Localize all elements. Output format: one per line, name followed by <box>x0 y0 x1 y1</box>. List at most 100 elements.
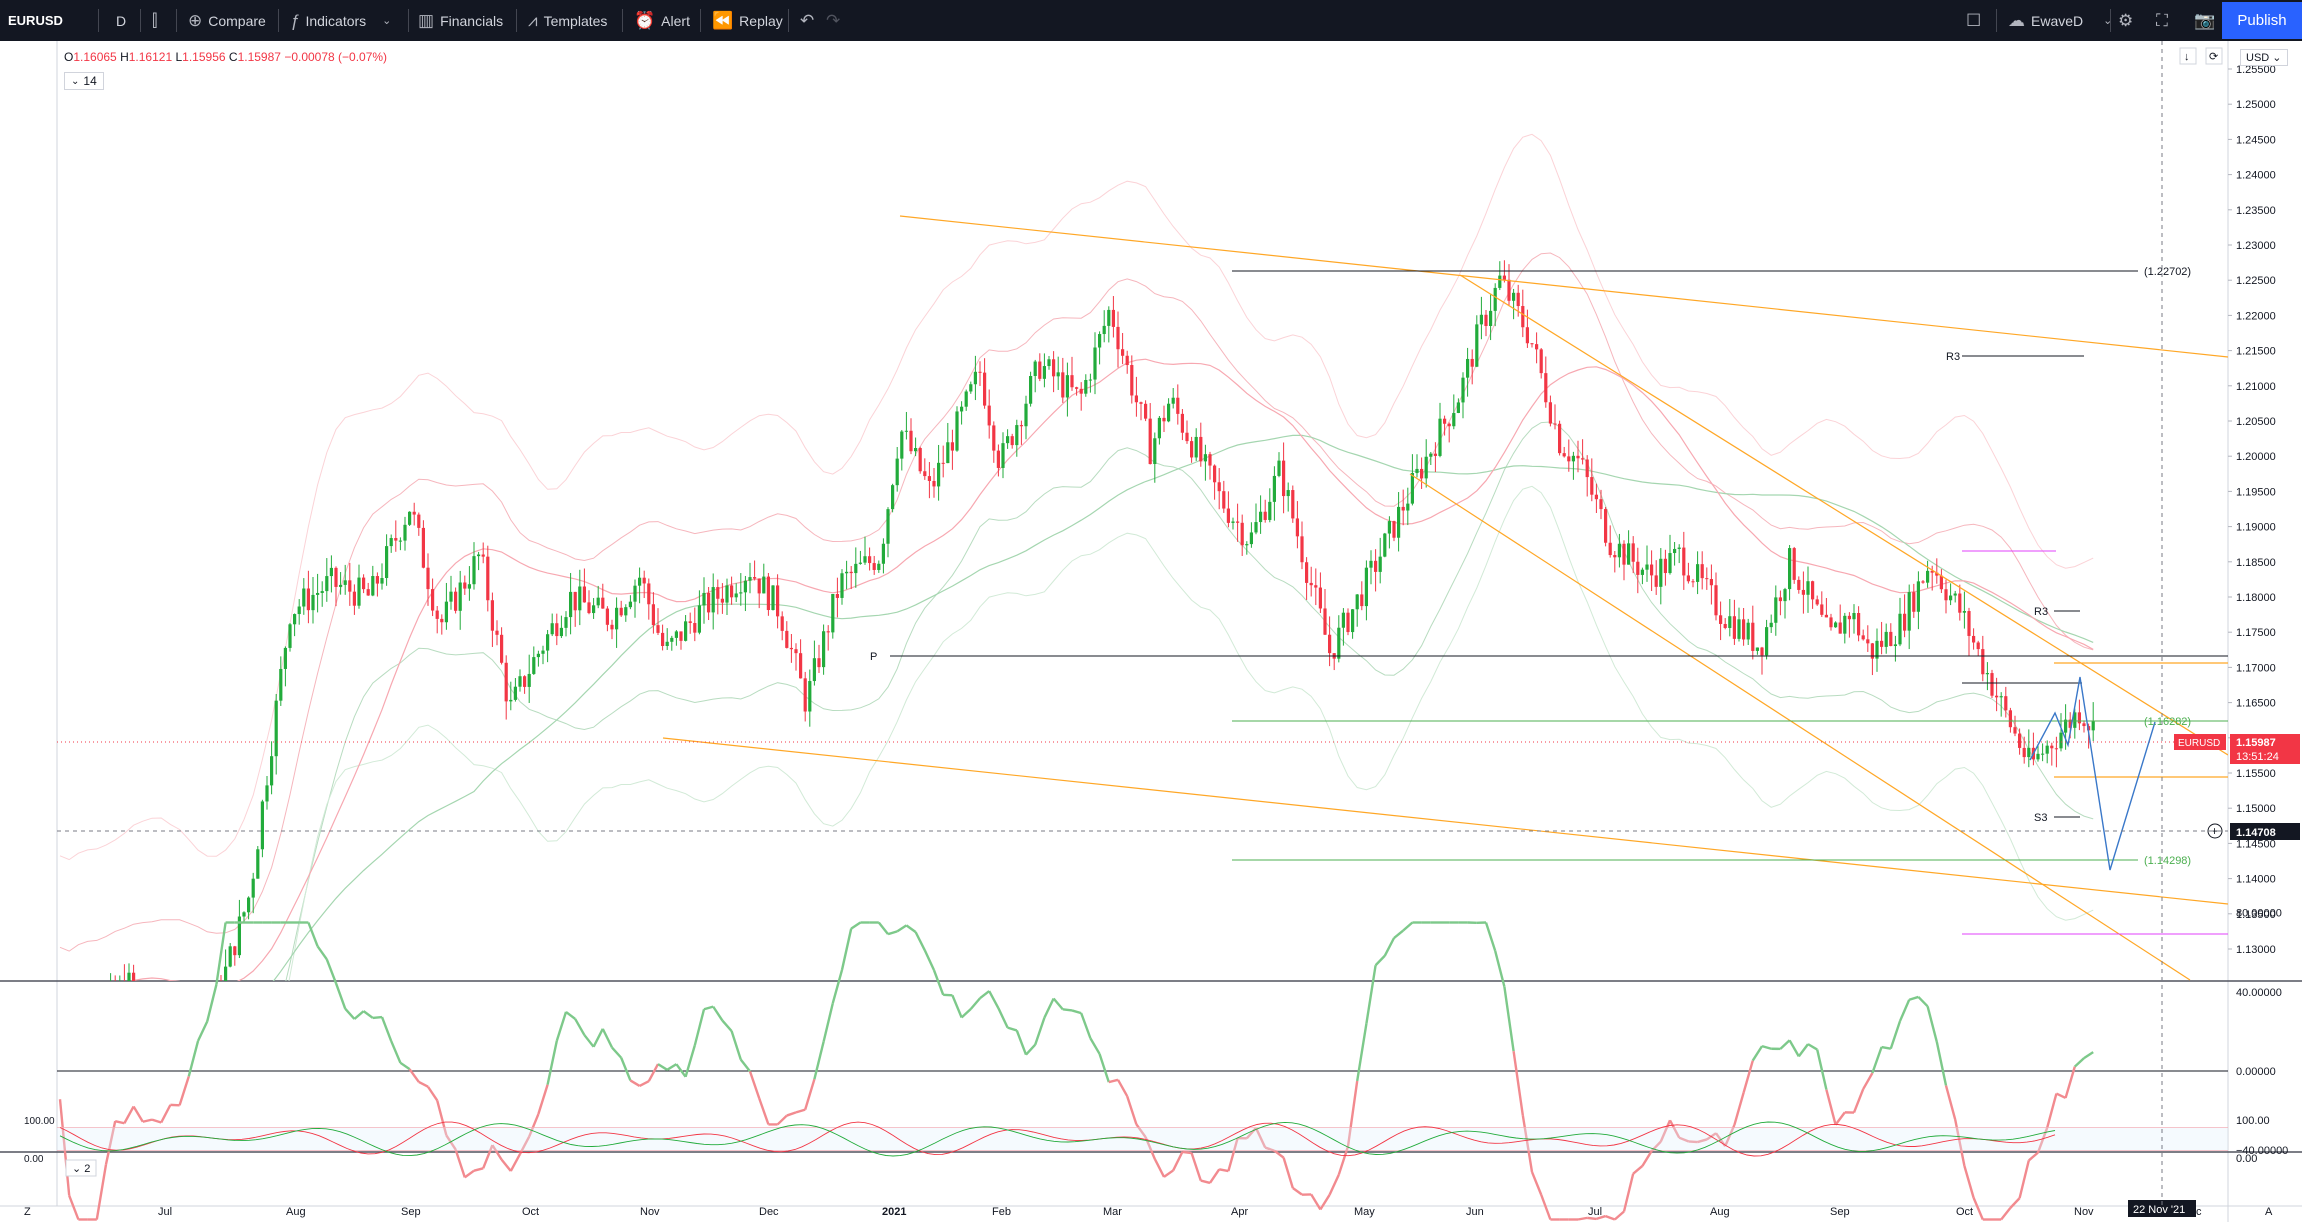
publish-button[interactable]: Publish <box>2222 2 2302 39</box>
candle-body <box>1820 604 1824 615</box>
chart-canvas[interactable]: (1.22702) (1.16282) (1.14298) R3 R3 S3 P 80.00… <box>0 41 2302 1222</box>
oscillator-segment <box>1935 1041 1948 1086</box>
oscillator-segment <box>620 1057 632 1081</box>
candle-body <box>670 637 674 642</box>
candle-body <box>1847 615 1851 620</box>
indicator-length-toggle[interactable]: ⌄ 14 <box>64 72 104 90</box>
symbol-tag-label: EURUSD <box>2178 738 2220 749</box>
candle-body <box>638 577 642 586</box>
candle-body <box>1024 403 1028 427</box>
candle-body <box>283 647 287 669</box>
candle-body <box>1489 310 1493 326</box>
price-tick-label: 1.19500 <box>2236 486 2276 498</box>
candle-body <box>904 430 908 432</box>
candle-body <box>1144 403 1148 419</box>
oscillator-segment <box>611 1046 623 1059</box>
candle-body <box>1208 454 1212 466</box>
osc-tick-label: 40.00000 <box>2236 987 2282 999</box>
oscillator-segment <box>1761 1044 1772 1050</box>
candle-body <box>371 576 375 596</box>
oscillator-segment <box>1688 1140 1698 1144</box>
financials-button[interactable]: ▥ Financials <box>418 10 504 30</box>
oscillator-segment <box>1108 1078 1119 1084</box>
candle-body <box>1705 578 1709 580</box>
oscillator-segment <box>206 984 218 1022</box>
candle-body <box>1401 506 1405 511</box>
candle-body <box>707 592 711 613</box>
candle-body <box>1811 581 1815 600</box>
candle-body <box>237 916 241 956</box>
compare-button[interactable]: ⊕ Compare <box>188 10 266 30</box>
oscillator-segment <box>555 1011 568 1042</box>
oscillator-segment <box>2083 1051 2094 1060</box>
candle-body <box>2064 719 2068 733</box>
oscillator-segment <box>739 1058 751 1073</box>
candle-body <box>854 563 858 574</box>
candle-body <box>569 591 573 618</box>
indicators-button[interactable]: ƒ Indicators ⌄ <box>290 10 392 30</box>
fullscreen-toggle[interactable]: ☐ <box>1966 0 1981 41</box>
candle-body <box>1042 366 1046 379</box>
templates-button[interactable]: ⩘ Templates <box>528 10 608 30</box>
oscillator-segment <box>1043 998 1055 1019</box>
candle-body <box>1493 287 1497 311</box>
interval-button[interactable]: D <box>116 0 126 41</box>
replay-button[interactable]: ⏪ Replay <box>712 10 783 30</box>
price-tick-label: 1.14000 <box>2236 874 2276 886</box>
oscillator-segment <box>1871 1046 1883 1074</box>
fullscreen-button[interactable]: ⛶ <box>2156 0 2168 41</box>
oscillator-segment <box>712 1005 724 1022</box>
time-tick-label: Jun <box>1466 1206 1484 1218</box>
candle-body <box>449 591 453 602</box>
candle-body <box>693 623 697 633</box>
time-tick-label: Nov <box>2074 1206 2094 1218</box>
settings-button[interactable]: ⚙ <box>2118 0 2133 41</box>
candle-body <box>564 617 568 628</box>
candle-body <box>1985 673 1989 675</box>
candle-body <box>872 563 876 570</box>
candle-body <box>610 624 614 630</box>
symbol-search[interactable]: EURUSD <box>8 0 63 41</box>
scroll-down-button <box>2179 47 2197 65</box>
oscillator-segment <box>960 1008 972 1019</box>
layout-menu[interactable]: ☁ EwaveD ⌄ <box>2008 10 2113 30</box>
candle-body <box>1732 616 1736 639</box>
redo-button[interactable]: ↷ <box>826 0 840 41</box>
oscillator-segment <box>1816 1049 1828 1090</box>
candle-body <box>628 601 632 608</box>
candle-body <box>1314 585 1318 588</box>
oscillator-segment <box>951 994 963 1018</box>
price-tick-label: 1.14500 <box>2236 838 2276 850</box>
alert-button[interactable]: ⏰ Alert <box>634 10 690 30</box>
candle-body <box>1203 454 1207 462</box>
oscillator-segment <box>657 1063 668 1071</box>
candle-body <box>1714 585 1718 616</box>
oscillator-segment <box>1190 1152 1202 1181</box>
candle-body <box>1746 622 1750 640</box>
candle-body <box>1797 579 1801 590</box>
candle-body <box>463 582 467 589</box>
candle-body <box>950 442 954 451</box>
candle-body <box>260 801 264 850</box>
currency-selector[interactable]: USD ⌄ <box>2240 49 2288 66</box>
candle-body <box>1033 361 1037 376</box>
oscillator-segment <box>68 1195 80 1220</box>
candle-body <box>1364 567 1368 607</box>
chart-type-button[interactable]: ⫿ <box>152 0 157 41</box>
oscillator-segment <box>325 958 338 984</box>
undo-button[interactable]: ↶ <box>800 0 814 41</box>
candle-body <box>1397 506 1401 538</box>
candle-body <box>1668 553 1672 574</box>
oscillator-segment <box>795 1108 806 1114</box>
candle-body <box>1673 548 1677 554</box>
oscillator-segment <box>1282 1157 1294 1189</box>
stoch-tick-label: 0.00 <box>2236 1153 2257 1165</box>
candle-body <box>1861 635 1865 640</box>
candle-body <box>2013 727 2017 734</box>
candle-body <box>757 578 761 594</box>
candle-body <box>1792 548 1796 580</box>
candle-body <box>1420 468 1424 479</box>
oscillator-segment <box>639 1080 650 1088</box>
oscillator-segment <box>840 928 853 971</box>
snapshot-button[interactable]: 📷 <box>2194 0 2215 41</box>
